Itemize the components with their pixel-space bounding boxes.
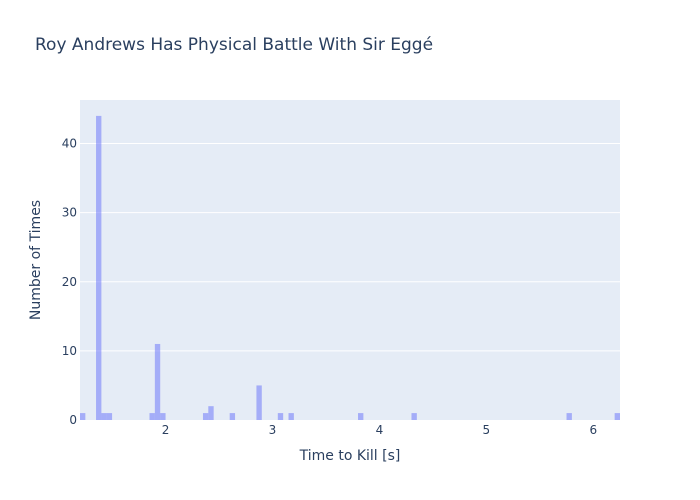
histogram-bar[interactable]	[358, 413, 364, 420]
x-tick-label: 5	[483, 423, 491, 437]
histogram-bar[interactable]	[160, 413, 166, 420]
plot-background	[80, 100, 620, 420]
histogram-bar[interactable]	[80, 413, 86, 420]
histogram-bar[interactable]	[149, 413, 155, 420]
x-tick-label: 2	[162, 423, 170, 437]
x-tick-label: 4	[376, 423, 384, 437]
y-axis-ticks: 0 10 20 30 40	[62, 137, 77, 427]
y-tick-label: 20	[62, 275, 77, 289]
histogram-bar[interactable]	[96, 115, 102, 420]
histogram-bar[interactable]	[202, 413, 209, 420]
y-tick-label: 30	[62, 206, 77, 220]
x-axis-title: Time to Kill [s]	[299, 448, 401, 464]
x-tick-label: 6	[589, 423, 597, 437]
histogram-bar[interactable]	[614, 413, 620, 420]
histogram-bar[interactable]	[411, 413, 417, 420]
chart-title: Roy Andrews Has Physical Battle With Sir…	[35, 35, 433, 55]
bars	[80, 115, 620, 420]
histogram-bar[interactable]	[288, 413, 294, 420]
histogram-bar[interactable]	[256, 385, 262, 420]
histogram-bar[interactable]	[229, 413, 236, 420]
y-tick-label: 40	[62, 137, 77, 151]
y-tick-label: 0	[69, 413, 77, 427]
histogram-bar[interactable]	[154, 343, 161, 420]
histogram-bar[interactable]	[106, 413, 113, 420]
y-tick-label: 10	[62, 344, 77, 358]
gridlines	[80, 143, 620, 352]
y-axis-title: Number of Times	[28, 200, 44, 320]
x-axis-ticks: 2 3 4 5 6	[162, 423, 597, 437]
histogram-bar[interactable]	[277, 413, 284, 420]
histogram-bar[interactable]	[566, 413, 572, 420]
histogram-bar[interactable]	[208, 406, 214, 420]
x-tick-label: 3	[269, 423, 277, 437]
histogram-bar[interactable]	[101, 413, 107, 420]
